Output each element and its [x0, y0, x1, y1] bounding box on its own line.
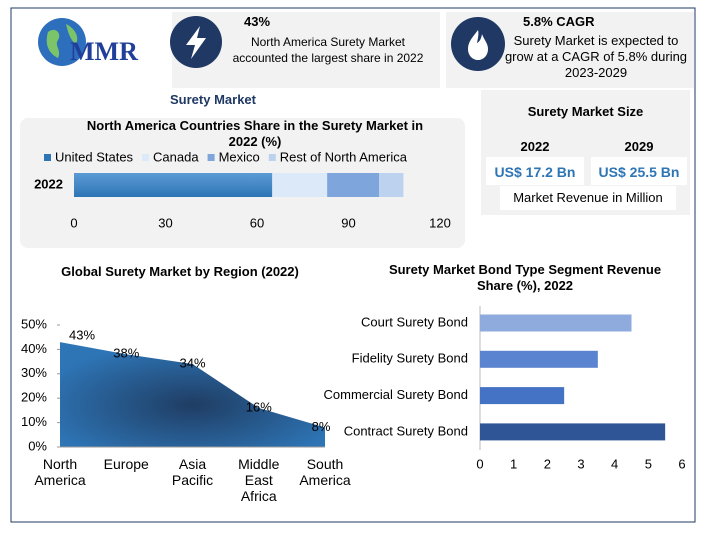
legend-label: Mexico [219, 149, 260, 164]
area [60, 342, 325, 447]
logo-land [46, 24, 78, 58]
stat-value: 5.8% CAGR [523, 14, 595, 29]
y-tick-label: Contract Surety Bond [344, 423, 468, 438]
x-tick-label: 90 [341, 215, 355, 230]
frame [10, 7, 696, 523]
x-tick-label: Middle East Africa [238, 456, 280, 504]
y-tick-label: 10% [21, 414, 47, 429]
data-label: 8% [312, 419, 331, 434]
legend-label: Canada [153, 149, 199, 164]
y-tick-label: 20% [21, 390, 47, 405]
y-tick-label: 0% [28, 438, 47, 453]
x-tick-label: Asia Pacific [171, 456, 214, 488]
size-title: Surety Market Size [527, 104, 644, 119]
bar-segment [272, 173, 328, 197]
y-tick-label: 30% [21, 365, 47, 380]
data-label: 43% [69, 328, 95, 343]
y-tick-label: Court Surety Bond [361, 314, 468, 329]
x-tick-label: 5 [645, 456, 652, 471]
bar-segment [379, 173, 404, 197]
size-note: Market Revenue in Million [513, 190, 663, 205]
note-box [500, 186, 676, 210]
y-tick-label: 2022 [34, 176, 63, 191]
legend-swatch [207, 154, 215, 161]
x-tick-label: 3 [577, 456, 584, 471]
x-tick-label: 0 [476, 456, 483, 471]
data-label: 34% [179, 355, 205, 370]
x-tick-label: Europe [103, 456, 149, 472]
size-value: US$ 25.5 Bn [598, 164, 680, 180]
y-tick-label: Commercial Surety Bond [324, 387, 469, 402]
logo-globe [38, 18, 86, 66]
x-tick-label: 0 [70, 215, 77, 230]
bar [480, 350, 598, 368]
size-year: 2022 [520, 139, 550, 154]
value-box [486, 157, 584, 185]
legend-label: Rest of North America [280, 149, 408, 164]
chart-title: Surety Market Bond Type Segment Revenue … [388, 262, 662, 293]
chart-title: North America Countries Share in the Sur… [86, 118, 424, 149]
bar-segment [74, 173, 273, 197]
value-box [591, 157, 687, 185]
chart-title: Global Surety Market by Region (2022) [61, 264, 299, 279]
legend-label: United States [55, 149, 134, 164]
legend-swatch [44, 154, 51, 161]
bar [480, 314, 632, 332]
size-value: US$ 17.2 Bn [494, 164, 576, 180]
bar-segment [327, 173, 379, 197]
x-tick-label: 120 [429, 215, 451, 230]
x-tick-label: 30 [158, 215, 172, 230]
x-tick-label: North America [34, 456, 86, 488]
x-tick-label: 6 [678, 456, 685, 471]
bolt-icon [186, 26, 206, 59]
stat-text: Surety Market is expected to grow at a C… [504, 33, 688, 80]
size-year: 2029 [624, 139, 654, 154]
y-tick-label: 40% [21, 341, 47, 356]
data-label: 16% [246, 399, 272, 414]
legend-swatch [142, 154, 150, 161]
x-tick-label: 1 [510, 456, 517, 471]
y-tick-label: Fidelity Surety Bond [352, 351, 468, 366]
x-tick-label: South America [299, 456, 351, 488]
y-tick-label: 50% [21, 316, 47, 331]
legend-swatch [268, 154, 276, 161]
bar [480, 423, 666, 441]
x-tick-label: 4 [611, 456, 618, 471]
data-label: 38% [113, 346, 139, 361]
flame-icon [468, 30, 488, 60]
x-tick-label: 60 [250, 215, 264, 230]
stat-text: North America Surety Market accounted th… [232, 35, 424, 65]
logo-text: MMR [70, 37, 138, 66]
bar [480, 387, 565, 405]
header-title: Surety Market [170, 92, 256, 107]
x-tick-label: 2 [544, 456, 551, 471]
stat-value: 43% [244, 14, 271, 29]
